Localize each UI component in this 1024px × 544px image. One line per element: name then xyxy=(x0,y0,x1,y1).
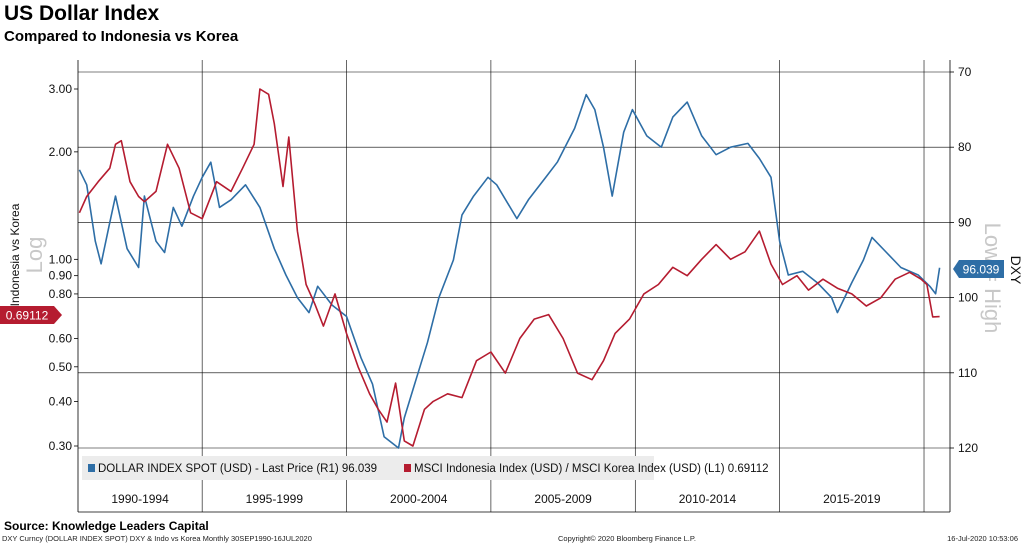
right-tick-label: 100 xyxy=(958,291,978,305)
left-axis-label: Indonesia vs Korea xyxy=(8,203,22,306)
footer-center: Copyright© 2020 Bloomberg Finance L.P. xyxy=(558,534,696,543)
footer-left: DXY Curncy (DOLLAR INDEX SPOT) DXY & Ind… xyxy=(2,534,312,543)
right-tick-label: 110 xyxy=(958,366,977,380)
right-tick-label: 80 xyxy=(958,140,972,154)
series-line-dxy xyxy=(78,93,941,449)
left-tick-label: 0.30 xyxy=(49,439,73,453)
left-tick-label: 2.00 xyxy=(49,145,73,159)
x-period-label: 2015-2019 xyxy=(823,492,881,506)
grid xyxy=(77,60,951,513)
series-lines xyxy=(78,88,941,449)
x-axis-periods: 1990-1994 1995-1999 2000-2004 2005-2009 2010… xyxy=(111,492,880,506)
legend-entry-dxy: DOLLAR INDEX SPOT (USD) - Last Price (R1… xyxy=(98,463,377,475)
x-period-label: 1995-1999 xyxy=(246,492,304,506)
right-tick-label: 120 xyxy=(958,441,978,455)
left-value-tag-bg xyxy=(0,306,62,324)
legend-swatch-dxy xyxy=(88,464,95,472)
plot-area xyxy=(78,60,950,474)
right-tick-label: 90 xyxy=(958,215,972,229)
x-period-label: 2000-2004 xyxy=(390,492,448,506)
left-tick-label: 1.00 xyxy=(49,252,73,266)
left-value-tag: 0.69112 xyxy=(0,306,62,324)
right-value-tag-bg xyxy=(953,260,1004,278)
left-tick-label: 3.00 xyxy=(49,82,73,96)
x-period-label: 2005-2009 xyxy=(534,492,592,506)
footer-right: 16-Jul-2020 10:53:06 xyxy=(947,534,1018,543)
legend-entry-ratio: MSCI Indonesia Index (USD) / MSCI Korea … xyxy=(414,463,769,475)
legend: DOLLAR INDEX SPOT (USD) - Last Price (R1… xyxy=(82,456,769,480)
left-tick-label: 0.80 xyxy=(49,287,73,301)
right-tick-label: 70 xyxy=(958,65,972,79)
chart-subtitle: Compared to Indonesia vs Korea xyxy=(4,28,239,45)
chart-title: US Dollar Index xyxy=(4,2,160,25)
left-tick-label: 0.50 xyxy=(49,360,73,374)
right-value-tag: 96.039 xyxy=(953,260,1004,278)
chart-svg: 3.00 2.00 1.00 0.90 0.80 0.60 0.50 0.40 0.30 70 8… xyxy=(0,60,1024,513)
source-note: Source: Knowledge Leaders Capital xyxy=(4,519,209,533)
left-axis-ticks: 3.00 2.00 1.00 0.90 0.80 0.60 0.50 0.40 0.30 xyxy=(49,82,78,453)
legend-box xyxy=(82,456,654,480)
series-line-indo-korea xyxy=(78,88,940,447)
right-axis-label: DXY xyxy=(1008,256,1024,285)
x-period-label: 1990-1994 xyxy=(111,492,169,506)
legend-swatch-ratio xyxy=(404,464,411,472)
right-axis-ticks: 70 80 90 100 110 120 xyxy=(950,65,978,455)
left-tick-label: 0.90 xyxy=(49,269,73,283)
left-axis-side-label: Log xyxy=(22,237,47,274)
x-period-label: 2010-2014 xyxy=(679,492,737,506)
right-value-tag-text: 96.039 xyxy=(963,263,1000,277)
left-tick-label: 0.40 xyxy=(49,394,73,408)
left-tick-label: 0.60 xyxy=(49,332,73,346)
left-value-tag-text: 0.69112 xyxy=(6,309,49,323)
